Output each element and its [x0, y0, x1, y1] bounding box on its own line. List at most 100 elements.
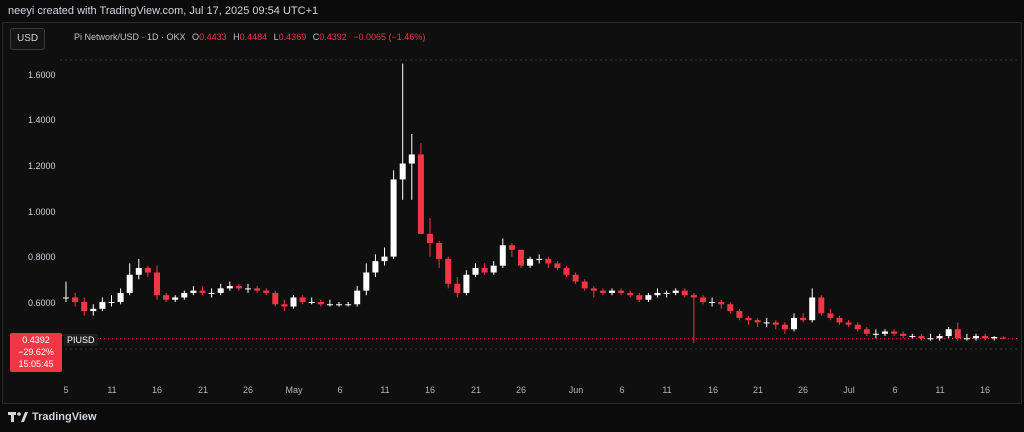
- candle: [872, 329, 879, 339]
- candle-body: [863, 329, 870, 334]
- price-tick: 0.8000: [28, 252, 56, 262]
- candle-body: [154, 272, 160, 296]
- candle-body: [290, 297, 297, 307]
- candle: [536, 254, 543, 264]
- candle-body: [345, 304, 352, 306]
- candle: [973, 333, 979, 341]
- candle: [645, 292, 652, 302]
- time-tick: Jun: [568, 385, 584, 395]
- candle: [81, 297, 88, 316]
- candle: [172, 295, 179, 302]
- candle-body: [381, 256, 388, 262]
- candle-body: [663, 292, 670, 294]
- symbol-legend: Pi Network/USD · 1D · OKX O0.4433 H0.448…: [74, 32, 429, 42]
- candle: [363, 263, 370, 296]
- candle-body: [417, 154, 424, 234]
- change-value: −0.0065 (−1.46%): [353, 32, 426, 42]
- candle: [809, 288, 816, 323]
- candle: [791, 313, 797, 332]
- candle-body: [590, 288, 597, 291]
- candle-body: [263, 290, 270, 293]
- candle: [235, 283, 242, 291]
- time-tick: 11: [380, 385, 390, 395]
- candle-body: [599, 290, 606, 293]
- candle: [263, 288, 270, 296]
- candle: [845, 320, 852, 327]
- candle: [599, 288, 606, 296]
- candle-body: [408, 154, 415, 164]
- time-tick: 16: [979, 385, 991, 395]
- candle-body: [954, 329, 961, 339]
- candle-body: [745, 317, 752, 321]
- candle-body: [181, 292, 188, 298]
- currency-button[interactable]: USD: [10, 28, 46, 50]
- candle-body: [581, 281, 588, 289]
- candle-body: [336, 304, 342, 306]
- candle: [700, 295, 706, 305]
- candle: [472, 263, 479, 278]
- candle-body: [973, 336, 979, 339]
- time-tick: 16: [707, 385, 719, 395]
- chart-credit: neeyi created with TradingView.com, Jul …: [8, 5, 319, 17]
- candle: [636, 292, 643, 302]
- candle-body: [909, 336, 916, 338]
- candle: [90, 304, 97, 316]
- candle-body: [299, 297, 306, 302]
- candle: [545, 256, 552, 268]
- candle-body: [126, 274, 133, 293]
- candle: [727, 302, 734, 314]
- candle: [163, 292, 170, 302]
- candle-body: [918, 336, 925, 339]
- candle-body: [454, 283, 461, 293]
- candle: [590, 286, 597, 298]
- candle-body: [281, 304, 288, 307]
- time-tick: 5: [63, 385, 69, 395]
- candle: [245, 283, 251, 293]
- candle: [326, 299, 333, 307]
- candle-body: [508, 245, 515, 250]
- footer-brand[interactable]: TradingView: [8, 409, 97, 425]
- candle: [445, 256, 452, 289]
- time-tick: 11: [107, 385, 117, 395]
- symbol-title[interactable]: Pi Network/USD · 1D · OKX: [74, 32, 186, 42]
- chart-reference-lines: [60, 59, 1018, 350]
- time-tick: 11: [935, 385, 945, 395]
- candle: [718, 299, 725, 309]
- candle-body: [736, 311, 743, 318]
- candle: [954, 322, 961, 341]
- candle-body: [463, 274, 470, 293]
- candle-body: [836, 317, 843, 323]
- candle-body: [781, 324, 788, 330]
- candle-body: [891, 331, 898, 334]
- candle-body: [618, 290, 625, 293]
- candle-body: [772, 322, 779, 325]
- candle: [208, 288, 215, 298]
- candle-body: [709, 302, 716, 303]
- candle-body: [90, 308, 97, 312]
- time-tick: 26: [515, 385, 527, 395]
- tradingview-logo-icon: [8, 412, 28, 422]
- last-price-badge: 0.4392 −29.62% 15:05:45: [10, 333, 62, 372]
- candle: [417, 143, 424, 234]
- candle-body: [845, 322, 852, 325]
- candle-body: [326, 304, 333, 306]
- candle: [927, 333, 934, 341]
- candle-body: [882, 331, 888, 334]
- candle-body: [872, 333, 879, 335]
- time-tick: 16: [424, 385, 436, 395]
- last-price-value: 0.4392: [22, 335, 50, 345]
- candle-body: [117, 292, 124, 302]
- candle: [854, 322, 861, 332]
- candle: [463, 270, 470, 296]
- candle-body: [144, 267, 151, 273]
- candle: [772, 320, 779, 330]
- candle: [781, 322, 788, 334]
- chart-pane[interactable]: [2, 22, 1022, 404]
- candle-body: [681, 290, 688, 296]
- time-tick: 6: [337, 385, 343, 395]
- candle: [408, 134, 415, 200]
- price-tick: 1.4000: [28, 115, 56, 125]
- candle-body: [936, 336, 943, 339]
- candle-body: [827, 313, 834, 318]
